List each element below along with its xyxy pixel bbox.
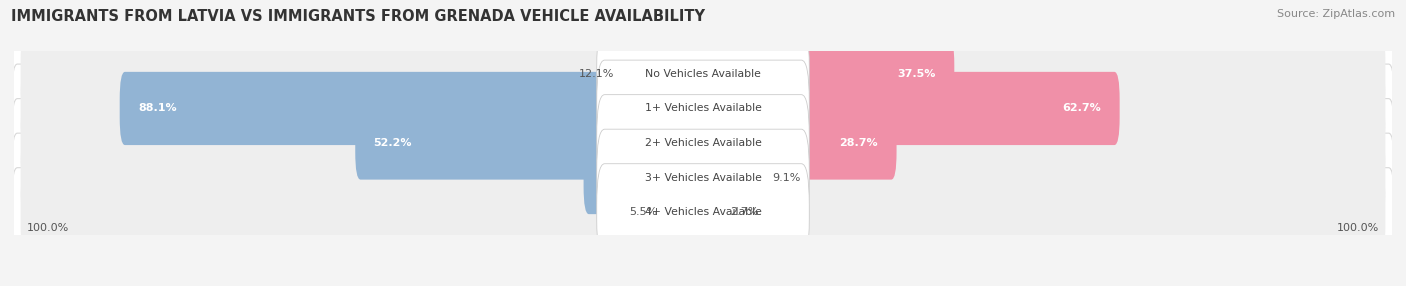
- FancyBboxPatch shape: [13, 29, 1393, 118]
- FancyBboxPatch shape: [596, 25, 810, 122]
- Text: 9.1%: 9.1%: [772, 172, 801, 182]
- Text: 62.7%: 62.7%: [1063, 104, 1101, 114]
- Text: 100.0%: 100.0%: [27, 223, 69, 233]
- FancyBboxPatch shape: [596, 60, 810, 157]
- FancyBboxPatch shape: [697, 37, 955, 110]
- Text: 2+ Vehicles Available: 2+ Vehicles Available: [644, 138, 762, 148]
- Text: Source: ZipAtlas.com: Source: ZipAtlas.com: [1277, 9, 1395, 19]
- Text: 28.7%: 28.7%: [839, 138, 879, 148]
- FancyBboxPatch shape: [583, 141, 709, 214]
- Text: 5.5%: 5.5%: [628, 207, 657, 217]
- FancyBboxPatch shape: [596, 129, 810, 226]
- FancyBboxPatch shape: [697, 72, 1119, 145]
- Text: 1+ Vehicles Available: 1+ Vehicles Available: [644, 104, 762, 114]
- FancyBboxPatch shape: [13, 64, 1393, 153]
- Text: 88.1%: 88.1%: [138, 104, 177, 114]
- FancyBboxPatch shape: [619, 37, 709, 110]
- Text: 12.1%: 12.1%: [578, 69, 614, 79]
- FancyBboxPatch shape: [120, 72, 709, 145]
- Text: 17.4%: 17.4%: [602, 172, 641, 182]
- Text: No Vehicles Available: No Vehicles Available: [645, 69, 761, 79]
- FancyBboxPatch shape: [697, 106, 897, 180]
- FancyBboxPatch shape: [697, 176, 725, 249]
- FancyBboxPatch shape: [21, 76, 1385, 141]
- FancyBboxPatch shape: [13, 168, 1393, 257]
- FancyBboxPatch shape: [13, 99, 1393, 187]
- FancyBboxPatch shape: [596, 95, 810, 191]
- FancyBboxPatch shape: [21, 145, 1385, 210]
- FancyBboxPatch shape: [21, 110, 1385, 176]
- FancyBboxPatch shape: [662, 176, 709, 249]
- Text: IMMIGRANTS FROM LATVIA VS IMMIGRANTS FROM GRENADA VEHICLE AVAILABILITY: IMMIGRANTS FROM LATVIA VS IMMIGRANTS FRO…: [11, 9, 706, 23]
- Text: 52.2%: 52.2%: [374, 138, 412, 148]
- Text: 4+ Vehicles Available: 4+ Vehicles Available: [644, 207, 762, 217]
- FancyBboxPatch shape: [21, 180, 1385, 245]
- FancyBboxPatch shape: [356, 106, 709, 180]
- FancyBboxPatch shape: [697, 141, 768, 214]
- Text: 2.7%: 2.7%: [731, 207, 759, 217]
- FancyBboxPatch shape: [596, 164, 810, 261]
- Text: 100.0%: 100.0%: [1337, 223, 1379, 233]
- Text: 37.5%: 37.5%: [897, 69, 936, 79]
- FancyBboxPatch shape: [13, 133, 1393, 222]
- Text: 3+ Vehicles Available: 3+ Vehicles Available: [644, 172, 762, 182]
- FancyBboxPatch shape: [21, 41, 1385, 106]
